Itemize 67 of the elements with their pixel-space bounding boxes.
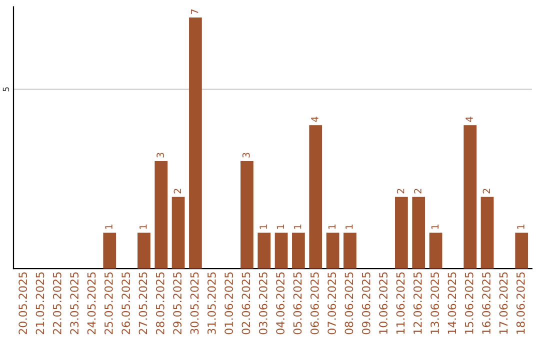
bar: [464, 125, 477, 269]
x-tick-label: 11.06.2025: [396, 272, 405, 334]
x-tick-label: 31.05.2025: [207, 272, 216, 334]
data-label: 1: [328, 224, 336, 229]
data-label: 3: [242, 152, 250, 158]
data-label: 3: [156, 152, 164, 158]
bar: [172, 196, 185, 269]
x-tick-label: 04.06.2025: [276, 272, 285, 334]
data-label: 1: [294, 224, 302, 229]
x-tick-label: 24.05.2025: [87, 272, 96, 334]
x-tick-label: 23.05.2025: [70, 272, 79, 334]
bar: [326, 232, 340, 269]
data-label: 4: [311, 116, 318, 122]
data-label: 1: [105, 224, 112, 229]
bar: [292, 232, 305, 269]
bar: [154, 161, 168, 269]
bar: [258, 232, 271, 269]
data-label: 1: [346, 224, 353, 229]
data-label: 1: [431, 224, 438, 229]
bar: [138, 232, 150, 269]
x-tick-label: 28.05.2025: [156, 272, 164, 334]
x-tick-label: 08.06.2025: [344, 272, 354, 334]
x-tick-label: 27.05.2025: [138, 272, 148, 334]
data-label: 7: [191, 9, 198, 14]
x-tick-label: 06.06.2025: [310, 272, 319, 334]
x-tick-label: 02.06.2025: [242, 272, 250, 334]
x-tick-label: 07.06.2025: [328, 272, 336, 334]
data-label: 1: [260, 224, 267, 229]
bar: [515, 232, 528, 269]
x-tick-label: 17.06.2025: [499, 272, 508, 334]
x-tick-label: 03.06.2025: [258, 272, 268, 334]
x-tick-label: 01.06.2025: [224, 272, 234, 334]
bar: [189, 18, 202, 269]
x-tick-label: 21.05.2025: [36, 272, 44, 334]
bar: [412, 196, 426, 269]
data-label: 2: [396, 188, 404, 194]
x-tick-label: 10.06.2025: [379, 272, 388, 334]
data-label: 2: [414, 188, 422, 194]
x-tick-label: 14.06.2025: [448, 272, 456, 334]
y-tick-label: 5: [2, 87, 10, 92]
bar: [344, 232, 356, 269]
data-label: 4: [466, 116, 473, 122]
data-label: 2: [482, 188, 490, 194]
bar: [274, 232, 288, 269]
x-tick-label: 20.05.2025: [18, 272, 28, 334]
data-label: 1: [517, 224, 524, 229]
bar: [429, 232, 442, 269]
x-tick-label: 15.06.2025: [464, 272, 474, 334]
x-tick-label: 05.06.2025: [293, 272, 302, 334]
x-tick-label: 13.06.2025: [430, 272, 439, 334]
x-tick-label: 16.06.2025: [482, 272, 490, 334]
data-label: 1: [276, 224, 284, 229]
x-tick-label: 18.06.2025: [516, 272, 525, 334]
x-tick-label: 26.05.2025: [122, 272, 130, 334]
data-label: 1: [140, 224, 147, 229]
x-tick-label: 29.05.2025: [173, 272, 182, 334]
x-tick-label: 30.05.2025: [190, 272, 199, 334]
bar: [240, 161, 254, 269]
x-tick-label: 22.05.2025: [52, 272, 62, 334]
bar: [480, 196, 494, 269]
x-tick-label: 09.06.2025: [362, 272, 370, 334]
x-tick-label: 25.05.2025: [104, 272, 113, 334]
bar: [309, 125, 322, 269]
bar: [395, 196, 408, 269]
x-tick-label: 12.06.2025: [413, 272, 422, 334]
bar: [103, 232, 116, 269]
data-label: 2: [174, 188, 181, 194]
